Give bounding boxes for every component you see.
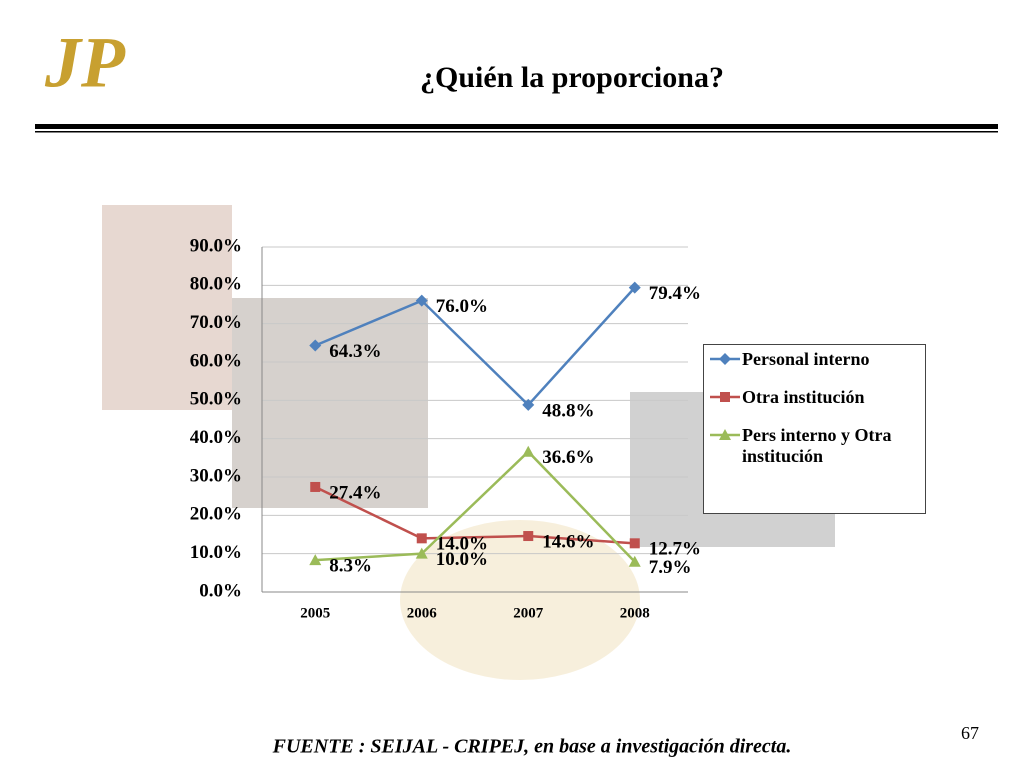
marker xyxy=(720,392,730,402)
legend-label: Pers interno y Otra institución xyxy=(742,425,892,466)
data-label: 76.0% xyxy=(436,296,488,317)
y-tick-label: 50.0% xyxy=(190,389,242,410)
legend-swatch xyxy=(710,353,740,365)
data-label: 14.0% xyxy=(436,534,488,555)
marker xyxy=(522,398,535,411)
legend-swatch xyxy=(710,392,740,402)
data-label: 48.8% xyxy=(542,400,594,421)
marker xyxy=(719,353,731,365)
x-tick-label: 2008 xyxy=(620,605,650,621)
marker xyxy=(309,554,322,566)
data-label: 64.3% xyxy=(329,341,381,362)
photo xyxy=(400,520,640,680)
marker xyxy=(309,339,322,352)
y-tick-label: 70.0% xyxy=(190,312,242,333)
logo: JP xyxy=(44,23,126,103)
marker xyxy=(522,445,535,457)
data-label: 36.6% xyxy=(542,447,594,468)
marker xyxy=(415,294,428,307)
marker xyxy=(310,481,321,492)
marker xyxy=(629,538,640,549)
legend-entry: Otra institución xyxy=(708,387,921,408)
y-tick-label: 60.0% xyxy=(190,350,242,371)
legend-swatch xyxy=(710,429,740,440)
data-label: 27.4% xyxy=(329,482,381,503)
data-label: 79.4% xyxy=(649,283,701,304)
footer: FUENTE : SEIJAL - CRIPEJ, en base a inve… xyxy=(272,736,792,758)
y-tick-label: 10.0% xyxy=(190,542,242,563)
y-tick-label: 20.0% xyxy=(190,504,242,525)
marker xyxy=(523,531,534,542)
x-tick-label: 2007 xyxy=(513,605,544,621)
x-tick-label: 2005 xyxy=(300,605,330,621)
marker xyxy=(628,281,641,294)
series-line xyxy=(314,485,635,545)
marker xyxy=(415,547,428,559)
data-label: 8.3% xyxy=(329,556,372,577)
legend-label: Personal interno xyxy=(742,349,870,369)
data-label: 7.9% xyxy=(649,557,692,578)
data-label: 10.0% xyxy=(436,549,488,570)
header-rule xyxy=(35,131,998,133)
marker xyxy=(719,429,731,440)
page-number: 67 xyxy=(961,723,979,743)
data-label: 14.6% xyxy=(542,531,594,552)
photo xyxy=(232,298,428,508)
series-line xyxy=(314,286,636,407)
y-tick-label: 30.0% xyxy=(190,465,242,486)
header-rule xyxy=(35,124,998,129)
legend: Personal interno Otra institución Pers int… xyxy=(703,344,926,514)
series-line xyxy=(315,449,636,563)
data-label: 12.7% xyxy=(649,539,701,560)
y-tick-label: 80.0% xyxy=(190,274,242,295)
y-tick-label: 90.0% xyxy=(190,235,242,256)
y-tick-label: 40.0% xyxy=(190,427,242,448)
x-tick-label: 2006 xyxy=(407,605,438,621)
legend-label: Otra institución xyxy=(742,387,865,407)
legend-entry: Pers interno y Otra institución xyxy=(708,425,921,467)
photo xyxy=(102,205,232,410)
y-tick-label: 0.0% xyxy=(199,580,242,601)
title: ¿Quién la proporciona? xyxy=(420,61,724,94)
marker xyxy=(628,555,641,567)
marker xyxy=(416,533,427,544)
legend-entry: Personal interno xyxy=(708,349,921,370)
